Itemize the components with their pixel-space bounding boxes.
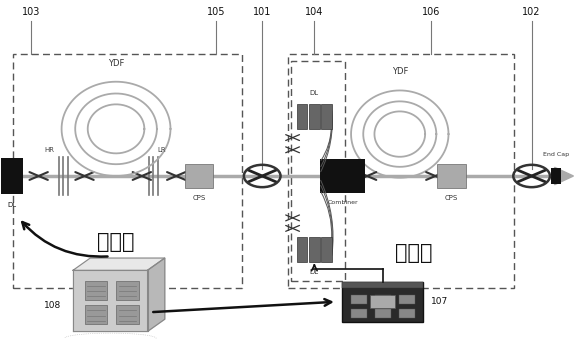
Polygon shape: [73, 258, 165, 270]
FancyBboxPatch shape: [321, 237, 332, 262]
FancyBboxPatch shape: [116, 305, 139, 325]
Text: End Cap: End Cap: [543, 152, 569, 157]
FancyBboxPatch shape: [85, 281, 108, 300]
Text: DL: DL: [310, 269, 319, 275]
FancyBboxPatch shape: [343, 282, 423, 288]
Polygon shape: [73, 270, 147, 331]
FancyBboxPatch shape: [309, 105, 320, 129]
Text: 103: 103: [22, 7, 40, 17]
FancyBboxPatch shape: [375, 309, 391, 318]
Text: DL: DL: [310, 90, 319, 96]
Text: DL: DL: [7, 202, 17, 208]
Text: 108: 108: [44, 301, 62, 310]
FancyBboxPatch shape: [116, 281, 139, 300]
FancyBboxPatch shape: [370, 295, 395, 308]
Text: CPS: CPS: [192, 195, 206, 201]
Text: 102: 102: [522, 7, 541, 17]
Text: CPS: CPS: [445, 195, 458, 201]
FancyBboxPatch shape: [399, 309, 415, 318]
FancyBboxPatch shape: [297, 237, 307, 262]
Text: YDF: YDF: [108, 59, 124, 68]
FancyBboxPatch shape: [1, 158, 23, 194]
Polygon shape: [555, 167, 574, 185]
FancyBboxPatch shape: [399, 295, 415, 304]
FancyBboxPatch shape: [351, 309, 367, 318]
Text: HR: HR: [44, 147, 54, 153]
Text: 放大级: 放大级: [395, 243, 433, 263]
FancyBboxPatch shape: [343, 282, 423, 322]
Polygon shape: [147, 258, 165, 331]
FancyBboxPatch shape: [351, 295, 367, 304]
FancyBboxPatch shape: [85, 305, 108, 325]
FancyBboxPatch shape: [437, 164, 466, 188]
FancyBboxPatch shape: [320, 159, 365, 193]
Text: 105: 105: [207, 7, 226, 17]
FancyBboxPatch shape: [375, 295, 391, 304]
Text: 104: 104: [305, 7, 323, 17]
Text: 101: 101: [253, 7, 271, 17]
Text: 振荡级: 振荡级: [97, 232, 135, 252]
FancyBboxPatch shape: [297, 105, 307, 129]
FancyBboxPatch shape: [321, 105, 332, 129]
Text: 106: 106: [422, 7, 441, 17]
FancyBboxPatch shape: [309, 237, 320, 262]
Text: Combiner: Combiner: [327, 200, 358, 205]
FancyBboxPatch shape: [185, 164, 214, 188]
FancyBboxPatch shape: [551, 168, 561, 184]
Text: 107: 107: [431, 297, 449, 306]
Text: LR: LR: [158, 147, 166, 153]
Text: YDF: YDF: [392, 68, 408, 76]
